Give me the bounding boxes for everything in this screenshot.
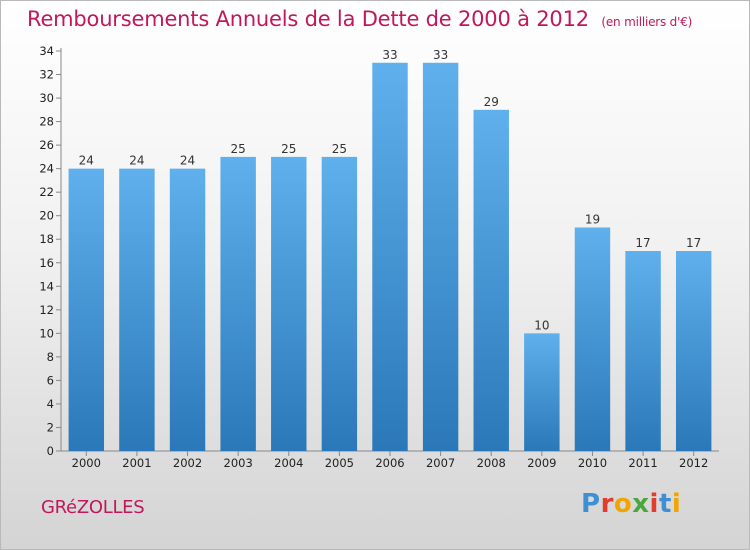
logo-letter: t bbox=[658, 489, 672, 519]
x-tick-label: 2012 bbox=[679, 456, 708, 470]
x-tick-label: 2005 bbox=[325, 456, 354, 470]
bar bbox=[321, 156, 358, 451]
bar-value-label: 25 bbox=[231, 142, 246, 156]
y-tick-label: 16 bbox=[39, 256, 54, 270]
y-tick-label: 24 bbox=[39, 162, 54, 176]
bar-value-label: 25 bbox=[332, 142, 347, 156]
bar bbox=[169, 168, 206, 451]
x-tick-label: 2002 bbox=[173, 456, 202, 470]
bar bbox=[675, 251, 712, 451]
y-tick-label: 14 bbox=[39, 279, 54, 293]
town-name: GRéZOLLES bbox=[41, 497, 145, 518]
y-tick-label: 20 bbox=[39, 209, 54, 223]
y-tick-label: 18 bbox=[39, 232, 54, 246]
x-tick-label: 2008 bbox=[477, 456, 506, 470]
bar bbox=[473, 109, 509, 451]
bar-value-label: 24 bbox=[180, 154, 195, 168]
y-tick-label: 4 bbox=[47, 397, 54, 411]
logo-letter: i bbox=[671, 489, 682, 519]
bar bbox=[524, 333, 560, 451]
x-tick-label: 2011 bbox=[628, 456, 657, 470]
logo-letter: P bbox=[581, 489, 601, 519]
bar-value-label: 33 bbox=[433, 48, 448, 62]
bar bbox=[271, 156, 307, 451]
bar-value-label: 17 bbox=[635, 236, 650, 250]
bar-value-label: 17 bbox=[686, 236, 701, 250]
bar bbox=[68, 168, 105, 451]
chart-title: Remboursements Annuels de la Dette de 20… bbox=[27, 7, 692, 31]
logo-letter: r bbox=[600, 489, 614, 519]
logo-letter: i bbox=[649, 489, 659, 519]
logo-letter: o bbox=[613, 489, 633, 519]
bar bbox=[574, 227, 611, 451]
x-tick-label: 2003 bbox=[224, 456, 253, 470]
x-tick-label: 2010 bbox=[578, 456, 607, 470]
y-tick-label: 26 bbox=[39, 138, 54, 152]
y-tick-label: 8 bbox=[47, 350, 54, 364]
x-tick-label: 2000 bbox=[72, 456, 101, 470]
bar bbox=[625, 251, 661, 451]
bar bbox=[372, 62, 408, 451]
logo-letter: x bbox=[632, 489, 650, 519]
bar-value-label: 19 bbox=[585, 212, 600, 226]
bar bbox=[119, 168, 155, 451]
x-tick-label: 2009 bbox=[527, 456, 556, 470]
y-tick-label: 32 bbox=[39, 68, 54, 82]
unit-note: (en milliers d'€) bbox=[601, 15, 693, 29]
x-tick-label: 2001 bbox=[122, 456, 151, 470]
bar-value-label: 24 bbox=[79, 154, 94, 168]
bar bbox=[220, 156, 256, 451]
y-tick-label: 30 bbox=[39, 91, 54, 105]
y-tick-label: 28 bbox=[39, 115, 54, 129]
bar-value-label: 29 bbox=[484, 95, 499, 109]
x-tick-label: 2004 bbox=[274, 456, 303, 470]
bar bbox=[422, 62, 459, 451]
y-tick-label: 22 bbox=[39, 185, 54, 199]
bar-value-label: 10 bbox=[534, 318, 549, 332]
x-tick-label: 2006 bbox=[375, 456, 404, 470]
y-tick-label: 10 bbox=[39, 326, 54, 340]
y-tick-label: 2 bbox=[47, 420, 54, 434]
bar-value-label: 33 bbox=[382, 48, 397, 62]
chart-title-text: Remboursements Annuels de la Dette de 20… bbox=[27, 7, 589, 31]
bar-value-label: 25 bbox=[281, 142, 296, 156]
x-tick-label: 2007 bbox=[426, 456, 455, 470]
proxiti-logo[interactable]: Proxiti bbox=[581, 489, 681, 519]
y-tick-label: 34 bbox=[39, 44, 54, 58]
y-tick-label: 6 bbox=[47, 373, 54, 387]
y-tick-label: 0 bbox=[47, 444, 54, 458]
bar-value-label: 24 bbox=[129, 154, 144, 168]
y-tick-label: 12 bbox=[39, 303, 54, 317]
